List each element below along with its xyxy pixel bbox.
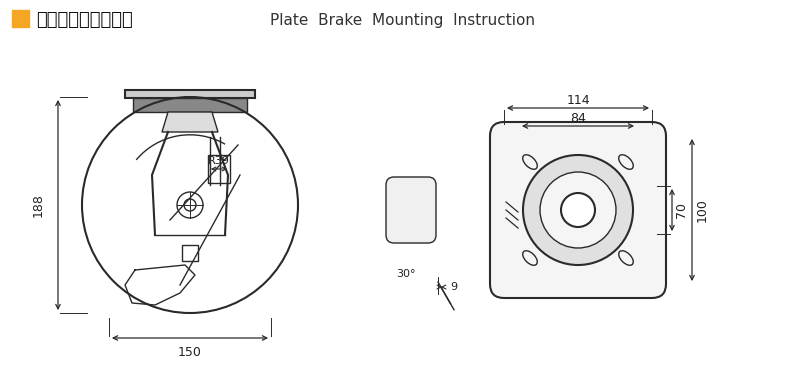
Circle shape — [184, 199, 196, 211]
Circle shape — [523, 155, 633, 265]
Bar — [182, 245, 198, 261]
Text: 30°: 30° — [397, 269, 416, 279]
Ellipse shape — [619, 155, 634, 169]
Bar — [125, 90, 255, 98]
FancyBboxPatch shape — [490, 122, 666, 298]
Text: R39: R39 — [208, 156, 230, 166]
Text: 9: 9 — [450, 282, 457, 292]
Text: 84: 84 — [570, 111, 586, 124]
Ellipse shape — [523, 251, 537, 265]
Circle shape — [540, 172, 616, 248]
Text: 平顶刹车安装尺寸图: 平顶刹车安装尺寸图 — [36, 11, 133, 29]
Text: Plate  Brake  Mounting  Instruction: Plate Brake Mounting Instruction — [270, 13, 535, 28]
Bar — [12, 10, 29, 27]
Text: 100: 100 — [695, 198, 709, 222]
Text: 70: 70 — [675, 202, 689, 218]
Bar — [208, 155, 230, 183]
Text: 150: 150 — [178, 346, 202, 359]
Ellipse shape — [523, 155, 537, 169]
Bar — [133, 98, 247, 112]
Ellipse shape — [619, 251, 634, 265]
Text: 188: 188 — [32, 193, 44, 217]
FancyBboxPatch shape — [386, 177, 436, 243]
Circle shape — [177, 192, 203, 218]
Circle shape — [561, 193, 595, 227]
Polygon shape — [162, 112, 218, 132]
Text: 114: 114 — [567, 94, 590, 106]
